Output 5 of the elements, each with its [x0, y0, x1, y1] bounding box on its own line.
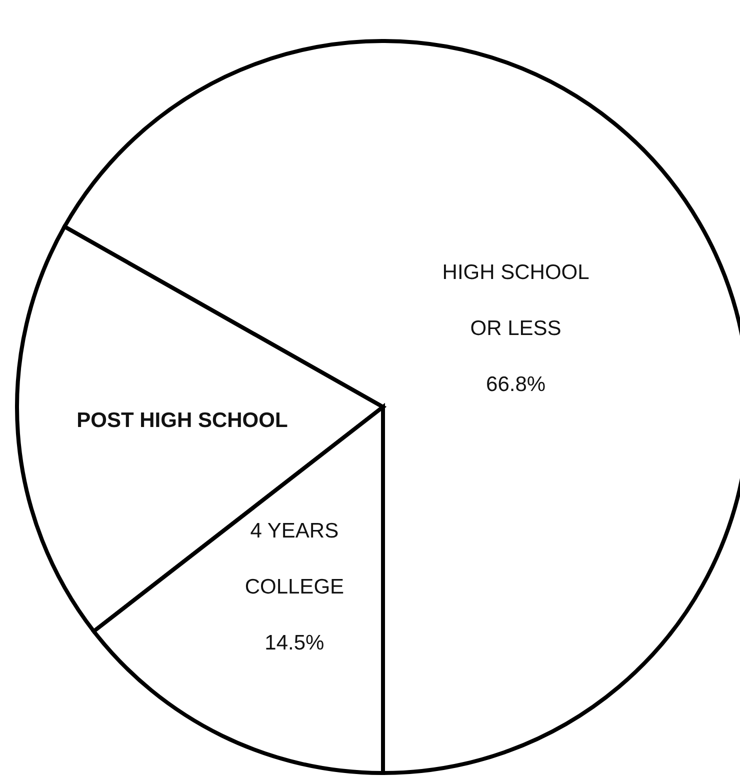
slice-label: POST HIGH SCHOOL [76, 409, 288, 432]
data-label: 66.8% [486, 373, 546, 396]
data-label: 14.5% [264, 631, 324, 654]
category-label: HIGH SCHOOL OR LESS [442, 261, 590, 340]
category-label: 4 YEARS COLLEGE [244, 519, 344, 598]
